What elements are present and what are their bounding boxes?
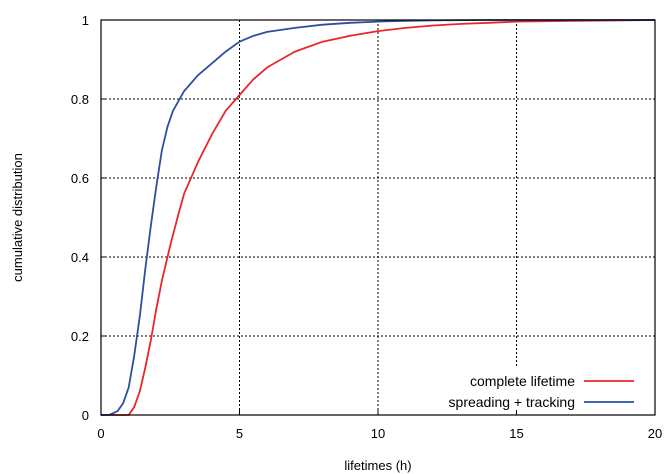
y-tick-labels: 0 0.2 0.4 0.6 0.8 1	[71, 13, 107, 423]
y-axis-label: cumulative distribution	[10, 153, 25, 282]
series-line-1	[101, 19, 655, 416]
legend-label-0: complete lifetime	[470, 373, 575, 389]
x-tick-label-1: 5	[236, 426, 243, 441]
x-axis-label: lifetimes (h)	[344, 458, 411, 473]
legend: complete lifetime spreading + tracking	[449, 373, 634, 410]
x-tick-label-2: 10	[371, 426, 385, 441]
y-tick-label-4: 0.8	[71, 92, 89, 107]
x-tick-label-3: 15	[509, 426, 523, 441]
series-lines	[101, 19, 656, 416]
x-tick-label-4: 20	[648, 426, 662, 441]
grid	[101, 20, 655, 415]
x-tick-labels: 0 5 10 15 20	[97, 409, 662, 441]
x-tick-label-0: 0	[97, 426, 104, 441]
legend-label-1: spreading + tracking	[449, 394, 575, 410]
series-line-0	[101, 19, 656, 416]
y-tick-label-5: 1	[82, 13, 89, 28]
y-tick-label-3: 0.6	[71, 171, 89, 186]
y-tick-label-2: 0.4	[71, 250, 89, 265]
y-tick-label-0: 0	[82, 408, 89, 423]
y-tick-label-1: 0.2	[71, 329, 89, 344]
